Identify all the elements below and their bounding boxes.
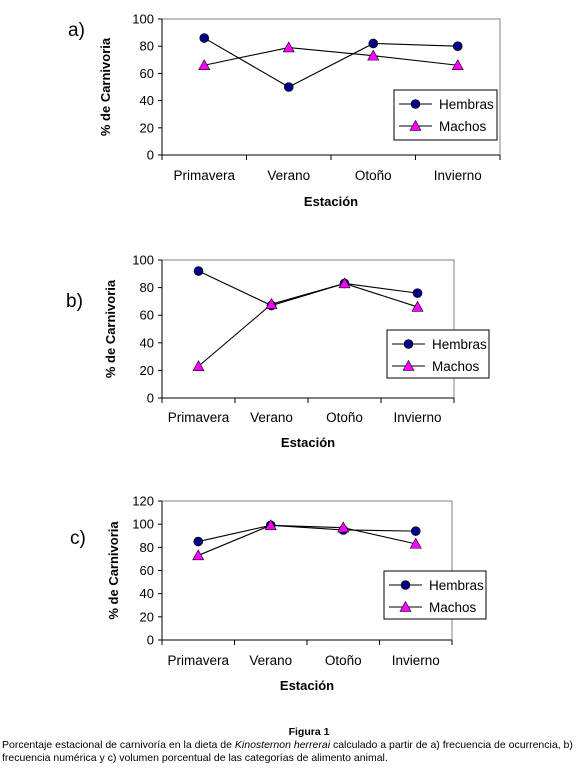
chart-b-x-axis-title: Estación (281, 435, 335, 450)
chart-b-y-tick-label: 20 (140, 363, 154, 378)
chart-b-x-tick-label: Invierno (393, 410, 441, 425)
chart-a-series-machos-point (367, 49, 380, 61)
caption-species: Kinosternon herrerai (234, 739, 331, 751)
chart-b-legend-label: Machos (432, 359, 480, 374)
panel-label-c: c) (70, 528, 86, 549)
panel-label-b: b) (66, 291, 83, 312)
chart-b-series-machos-point (192, 360, 205, 371)
chart-c-y-tick-label: 60 (140, 563, 154, 578)
chart-c-y-tick-label: 120 (132, 494, 154, 509)
chart-a-legend-marker (409, 119, 422, 131)
chart-a-svg: 0 20 40 60 80 100 Primavera Verano Otoño Invierno… (98, 12, 501, 209)
chart-b-x-tick-label: Otoño (326, 410, 363, 425)
figure-caption: Figura 1 Porcentaje estacional de carniv… (0, 726, 578, 765)
chart-a-legend-label: Machos (439, 119, 487, 134)
chart-b-y-tick-label: 40 (140, 335, 154, 350)
chart-b-y-tick-label: 0 (147, 391, 154, 406)
chart-c-legend-label: Machos (429, 600, 477, 615)
chart-a-series-machos-line (204, 47, 458, 66)
chart-c-series-hembras-point (410, 526, 421, 536)
chart-a-y-tick-label: 80 (140, 39, 154, 54)
chart-a-y-tick-label: 20 (140, 120, 154, 135)
chart-b-y-tick-label: 60 (140, 308, 154, 323)
chart-c-legend-box (383, 570, 487, 620)
chart-c-x-tick-label: Invierno (392, 653, 440, 668)
chart-b-legend-marker (403, 339, 414, 349)
chart-a-x-axis-title: Estación (304, 194, 358, 209)
chart-a-y-tick-label: 100 (132, 12, 154, 27)
chart-a-legend-box (393, 89, 498, 141)
chart-a-series-hembras-point (283, 82, 294, 92)
chart-c-y-tick-label: 20 (140, 609, 154, 624)
chart-b-series-machos-point (411, 300, 424, 312)
chart-a-series-hembras-point (452, 41, 463, 52)
chart-b-svg: 0 20 40 60 80 100 Primavera Verano Otoño Invierno… (103, 253, 490, 450)
chart-b-series-hembras-line (198, 270, 418, 307)
chart-a-y-tick-label: 60 (140, 66, 154, 81)
chart-a-y-axis-title: % de Carnivoria (98, 37, 113, 136)
chart-b-series-hembras-point (412, 288, 423, 298)
chart-a-series-machos-point (451, 59, 464, 70)
figure-title: Figura 1 (288, 726, 330, 738)
chart-b-legend-marker (402, 359, 415, 371)
chart-a-x-tick-label: Otoño (355, 168, 392, 183)
chart-a-series-hembras-point (199, 33, 210, 43)
chart-a-series-machos-point (198, 59, 211, 70)
chart-c-series-machos-point (337, 521, 350, 533)
chart-c-y-axis-title: % de Carnivoria (106, 521, 121, 620)
chart-a-x-tick-label: Verano (267, 168, 310, 183)
chart-c-series-hembras-point (193, 536, 204, 547)
chart-c-x-tick-label: Verano (249, 653, 292, 668)
panel-label-a: a) (68, 20, 85, 41)
caption-text-end: calculado a partir de a) frecuencia de o… (2, 739, 573, 764)
chart-c-y-tick-label: 100 (132, 517, 154, 532)
chart-c-x-axis-title: Estación (280, 678, 334, 693)
chart-c-series-machos-point (409, 537, 422, 549)
chart-b-series-machos-point (265, 298, 278, 309)
chart-b-series-machos-point (338, 277, 351, 289)
chart-c-svg: 0 20 40 60 80 100 120 Primavera Verano Otoño Invie… (106, 494, 487, 693)
chart-c-legend-marker (399, 600, 412, 612)
chart-b-y-tick-label: 80 (140, 280, 154, 295)
chart-c-series-machos-line (198, 524, 416, 556)
chart-b-legend-label: Hembras (432, 337, 487, 352)
chart-a-series-hembras-point (368, 38, 379, 49)
chart-c-x-tick-label: Otoño (325, 653, 362, 668)
chart-a-y-tick-label: 0 (147, 148, 154, 163)
chart-b-y-tick-label: 100 (132, 253, 154, 268)
chart-a-y-tick-label: 40 (140, 93, 154, 108)
chart-b-series-hembras-point (193, 266, 204, 276)
chart-b-y-axis-title: % de Carnivoria (103, 279, 118, 378)
chart-a-x-tick-label: Primavera (173, 168, 235, 183)
chart-c-series-hembras-line (198, 524, 416, 543)
chart-c-y-tick-label: 40 (140, 586, 154, 601)
chart-b-series-machos-line (198, 282, 418, 367)
caption-text-start: Porcentaje estacional de carnivoría en l… (2, 739, 235, 751)
chart-c-y-tick-label: 0 (147, 633, 154, 648)
chart-c-y-tick-label: 80 (140, 540, 154, 555)
chart-c-series-machos-point (192, 549, 205, 561)
chart-a-series-machos-point (282, 41, 295, 53)
chart-a-x-tick-label: Invierno (434, 168, 482, 183)
chart-c-x-tick-label: Primavera (167, 653, 229, 668)
figure-caption-text: Porcentaje estacional de carnivoría en l… (2, 739, 578, 765)
chart-a-legend-marker (410, 99, 421, 109)
chart-c-series-machos-point (264, 519, 277, 531)
chart-c-legend-label: Hembras (429, 578, 484, 593)
chart-a-legend-label: Hembras (439, 97, 494, 112)
chart-c-legend-marker (400, 580, 411, 590)
chart-a-series-hembras-line (203, 37, 458, 88)
chart-b-x-tick-label: Primavera (168, 410, 230, 425)
chart-b-x-tick-label: Verano (250, 410, 293, 425)
